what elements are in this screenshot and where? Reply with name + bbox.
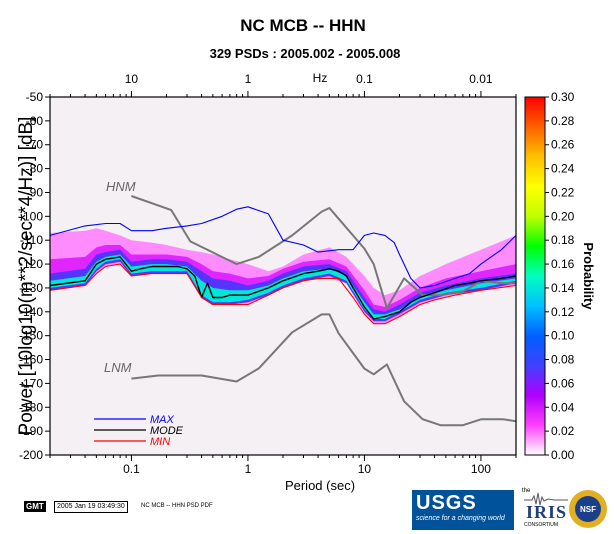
colorbar-tick-label: 0.10 [551,329,575,343]
iris-logo: the IRIS CONSORTIUM [520,488,572,530]
gmt-timestamp: 2005 Jan 19 03:49:30 [54,501,128,513]
x-tick-label: 10 [358,462,372,476]
series-line-max [50,206,516,289]
nsf-logo-name: NSF [580,505,596,514]
y-tick-label: -190 [19,424,43,438]
y-tick-label: -200 [19,448,43,462]
colorbar-tick-label: 0.26 [551,138,575,152]
y-tick-label: -80 [26,162,44,176]
x-tick-label: 100 [471,462,491,476]
usgs-logo: USGS science for a changing world [412,490,514,530]
colorbar-tick-label: 0.04 [551,400,575,414]
colorbar-scale [524,96,546,456]
top-tick-label: 1 [245,72,252,86]
iris-logo-the: the [522,488,531,494]
y-axis-label: Power [10log10(m**2/sec**4/Hz)] [dB] [16,117,37,436]
footer-caption: NC MCB -- HHN PSD PDF [141,503,213,509]
colorbar-tick-label: 0.16 [551,257,575,271]
colorbar-tick-label: 0.20 [551,209,575,223]
y-tick-label: -70 [26,138,44,152]
y-tick-label: -90 [26,185,44,199]
top-axis-label: Hz [313,71,328,85]
y-axis-ticks: -50 -60 -70 -80 -90 -100 -110 -120 -130 -140 -150 -… [19,90,50,462]
y-tick-label: -120 [19,257,43,271]
colorbar-tick-label: 0.08 [551,353,575,367]
probability-heat-bands [50,228,516,324]
heat-band-4 [50,254,516,319]
colorbar-tick-label: 0.02 [551,424,575,438]
y-tick-label: -170 [19,376,43,390]
top-tick-label: 0.1 [356,72,373,86]
seismogram-icon [524,492,568,506]
gmt-logo: GMT [24,501,46,512]
top-tick-label: 0.01 [469,72,493,86]
colorbar-tick-label: 0.06 [551,376,575,390]
top-axis-ticks: 10 1 0.1 0.01 [49,72,517,97]
legend-label-mode: MODE [150,425,184,437]
colorbar-tick-label: 0.22 [551,185,575,199]
y-tick-label: -110 [20,233,43,247]
iris-logo-name: IRIS [526,502,568,522]
top-tick-label: 10 [125,72,139,86]
x-axis-label: Period (sec) [285,478,355,493]
legend-label-min: MIN [150,436,170,448]
colorbar-tick-label: 0.24 [551,162,575,176]
model-line-lnm [131,313,516,427]
y-tick-label: -60 [26,114,44,128]
y-tick-label: -50 [26,90,44,104]
usgs-logo-tagline: science for a changing world [416,515,505,522]
y-tick-label: -160 [19,353,43,367]
colorbar-tick-label: 0.14 [551,281,575,295]
nsf-seal-icon: NSF [569,490,607,528]
series-line-mode [50,256,516,320]
statistic-lines [50,206,516,325]
legend-label-max: MAX [150,414,175,426]
y-tick-label: -180 [19,400,43,414]
colorbar: 0.00 0.02 0.04 0.06 0.08 0.10 0.12 0.14 0.16 0.18… [524,90,575,462]
usgs-logo-name: USGS [416,492,477,514]
y-tick-label: -150 [19,329,43,343]
colorbar-tick-label: 0.12 [551,305,575,319]
colorbar-label: Probability [581,242,596,310]
y-tick-label: -130 [19,281,43,295]
colorbar-tick-label: 0.00 [551,448,575,462]
x-tick-label: 0.1 [123,462,140,476]
chart-subtitle: 329 PSDs : 2005.002 - 2005.008 [210,46,401,61]
y-tick-label: -140 [19,305,43,319]
chart-title: NC MCB -- HHN [240,16,366,35]
noise-models [131,195,516,427]
series-line-min [50,263,516,325]
model-line-hnm [131,195,516,310]
lnm-label: LNM [104,360,132,375]
colorbar-tick-label: 0.28 [551,114,575,128]
x-tick-label: 1 [245,462,252,476]
y-tick-label: -100 [19,209,43,223]
iris-logo-sub: CONSORTIUM [524,522,559,528]
nsf-logo: NSF [568,489,608,529]
x-axis-ticks: 0.1 1 10 100 [49,455,517,476]
hnm-label: HNM [106,179,136,194]
colorbar-tick-label: 0.30 [551,90,575,104]
colorbar-tick-label: 0.18 [551,233,575,247]
